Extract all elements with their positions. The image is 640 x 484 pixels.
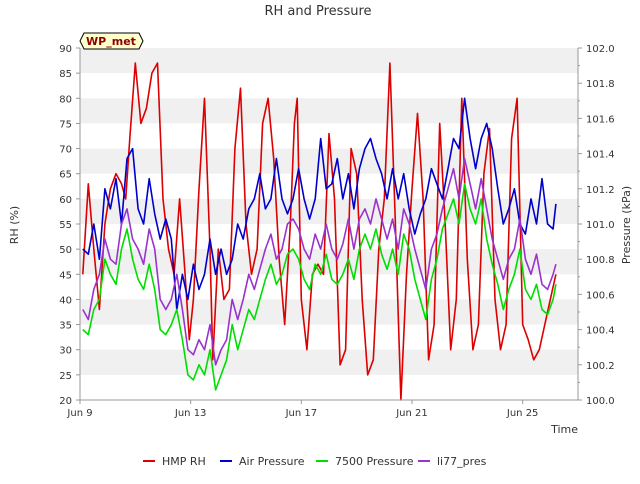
- series-line-air-pressure: [82, 97, 557, 311]
- y-tick-label-right: 100.6: [586, 290, 615, 301]
- grid-band: [80, 299, 578, 325]
- y-tick-label-right: 101.4: [586, 150, 615, 161]
- y-tick-label-left: 90: [59, 44, 72, 55]
- y-axis-label-right: Pressure (kPa): [620, 186, 633, 264]
- grid-band: [80, 98, 578, 124]
- grid-bands: [80, 48, 578, 400]
- badge: WP_met: [79, 32, 144, 50]
- y-tick-label-right: 100.0: [586, 396, 615, 407]
- axes-layer: 20 25 30 35 40 45 50 55 60 65 70 75 80 85 90 100.0 100.2…: [59, 44, 614, 419]
- badge-text: WP_met: [86, 35, 136, 48]
- y-tick-label-right: 102.0: [586, 44, 615, 55]
- series-layer: [82, 62, 557, 401]
- y-tick-label-left: 45: [59, 270, 72, 281]
- y-axis-label-left: RH (%): [8, 206, 21, 244]
- y-tick-label-left: 35: [59, 321, 72, 332]
- y-tick-label-right: 100.8: [586, 255, 615, 266]
- y-tick-label-left: 65: [59, 170, 72, 181]
- y-tick-label-left: 75: [59, 119, 72, 130]
- y-tick-label-right: 101.8: [586, 79, 615, 90]
- grid-band: [80, 349, 578, 375]
- legend-label: Air Pressure: [239, 455, 305, 468]
- y-tick-label-left: 20: [59, 396, 72, 407]
- x-tick-label: Jun 13: [174, 408, 207, 419]
- chart-title: RH and Pressure: [264, 4, 371, 19]
- y-tick-label-right: 101.0: [586, 220, 615, 231]
- x-tick-label: Jun 21: [395, 408, 428, 419]
- legend-label: li77_pres: [437, 455, 487, 468]
- y-tick-label-left: 55: [59, 220, 72, 231]
- y-tick-label-left: 70: [59, 145, 72, 156]
- y-tick-label-left: 25: [59, 371, 72, 382]
- y-tick-label-right: 100.2: [586, 361, 615, 372]
- y-tick-label-left: 60: [59, 195, 72, 206]
- y-tick-label-right: 101.6: [586, 114, 615, 125]
- y-tick-label-left: 85: [59, 69, 72, 80]
- legend-label: 7500 Pressure: [335, 455, 414, 468]
- y-tick-label-left: 80: [59, 94, 72, 105]
- x-tick-label: Jun 17: [285, 408, 318, 419]
- y-tick-label-left: 40: [59, 295, 72, 306]
- x-tick-label: Jun 25: [506, 408, 539, 419]
- grid-band: [80, 48, 578, 74]
- badge-box: [79, 32, 144, 50]
- y-tick-label-left: 30: [59, 346, 72, 357]
- series-line-7500-pressure: [82, 183, 557, 391]
- y-tick-label-right: 101.2: [586, 185, 615, 196]
- y-tick-label-right: 100.4: [586, 326, 615, 337]
- legend: HMP RH Air Pressure 7500 Pressure li77_pres: [143, 455, 487, 468]
- legend-label: HMP RH: [162, 455, 206, 468]
- series-line-li77-pres: [82, 157, 557, 366]
- x-tick-label: Jun 9: [66, 408, 92, 419]
- y-tick-label-left: 50: [59, 245, 72, 256]
- x-axis-label: Time: [550, 423, 578, 436]
